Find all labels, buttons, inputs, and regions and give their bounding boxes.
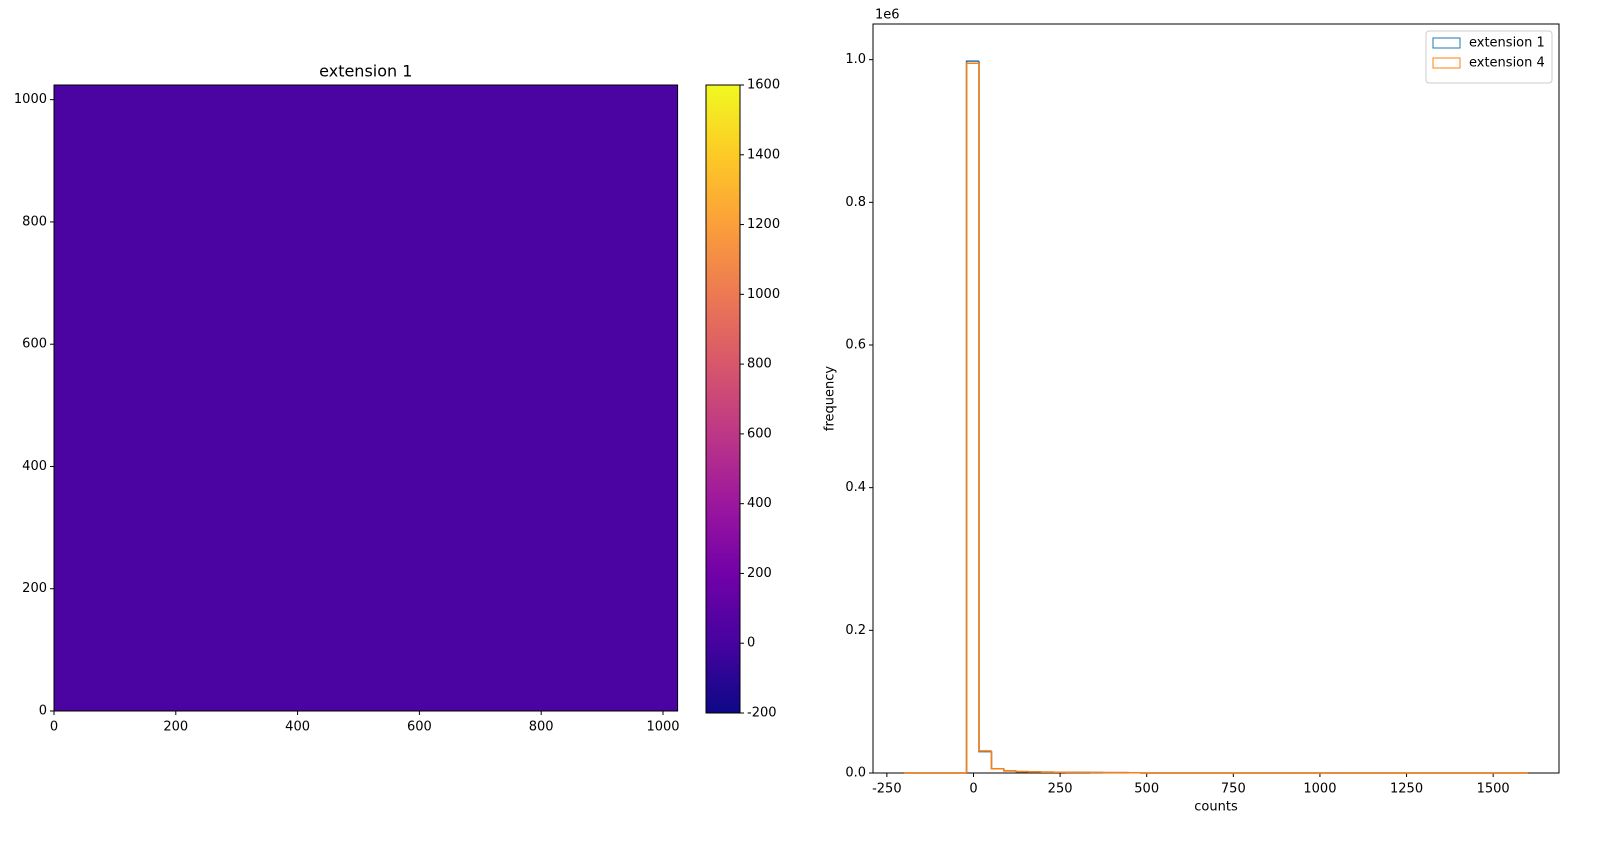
y-tick-label: 0.6	[845, 338, 866, 353]
y-tick-label: 200	[22, 581, 47, 596]
y-tick-label: 0.4	[845, 480, 866, 495]
histogram-step	[990, 750, 1004, 770]
x-tick-label: 200	[163, 720, 188, 735]
x-tick-label: 1250	[1390, 782, 1423, 797]
legend-box	[1425, 30, 1553, 84]
y-tick-label: 1000	[14, 92, 47, 107]
colorbar-tick-label: 0	[747, 636, 755, 651]
y-offset-label: 1e6	[875, 8, 900, 23]
histogram-step	[965, 62, 980, 773]
y-tick-label: 1.0	[845, 52, 866, 67]
x-tick-label: 0	[969, 782, 977, 797]
colorbar-tick-label: 400	[747, 496, 772, 511]
x-tick-label: 400	[285, 720, 310, 735]
y-tick-label: 800	[22, 214, 47, 229]
y-tick-label: 0	[39, 704, 47, 719]
x-tick-label: 1000	[646, 720, 679, 735]
x-tick-label: -250	[872, 782, 902, 797]
colorbar-tick-label: 600	[747, 426, 772, 441]
histogram-step	[978, 61, 992, 753]
y-tick-label: 0.8	[845, 195, 866, 210]
legend-swatch	[1432, 57, 1461, 69]
colorbar-tick-label: 200	[747, 566, 772, 581]
x-tick-label: 600	[407, 720, 432, 735]
histogram-step	[990, 751, 1004, 770]
colorbar-tick-label: 1200	[747, 217, 780, 232]
colorbar-tick-label: 1000	[747, 287, 780, 302]
legend-label: extension 4	[1469, 56, 1545, 71]
axes-frame	[872, 23, 1560, 774]
x-tick-label: 800	[529, 720, 554, 735]
y-tick-label: 400	[22, 459, 47, 474]
x-tick-label: 250	[1048, 782, 1073, 797]
image	[54, 85, 678, 711]
histogram-step	[965, 60, 980, 773]
x-tick-label: 1000	[1303, 782, 1336, 797]
x-tick-label: 1500	[1477, 782, 1510, 797]
colorbar-tick-label: 1600	[747, 78, 780, 93]
x-axis-label: counts	[1194, 800, 1238, 815]
histogram-step	[1015, 770, 1029, 773]
colorbar-tick-label: 800	[747, 357, 772, 372]
y-tick-label: 0.0	[845, 766, 866, 781]
x-tick-label: 0	[50, 720, 58, 735]
y-axis-label: frequency	[823, 366, 838, 432]
colorbar-tick-label: 1400	[747, 147, 780, 162]
x-tick-label: 500	[1134, 782, 1159, 797]
legend-label: extension 1	[1469, 36, 1545, 51]
y-tick-label: 600	[22, 337, 47, 352]
colorbar	[705, 84, 741, 714]
histogram-step	[1003, 768, 1017, 772]
chart-title: extension 1	[319, 62, 412, 81]
colorbar-tick-label: -200	[747, 706, 777, 721]
histogram-step	[978, 63, 992, 752]
axes-frame	[53, 84, 679, 712]
y-tick-label: 0.2	[845, 623, 866, 638]
x-tick-label: 750	[1221, 782, 1246, 797]
legend-swatch	[1432, 37, 1461, 49]
